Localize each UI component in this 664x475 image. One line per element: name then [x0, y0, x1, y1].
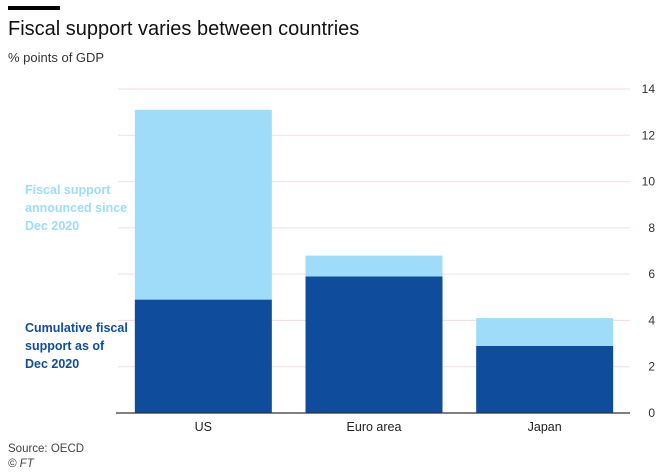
legend-label-cumulative: Cumulative fiscal support as of Dec 2020 [25, 321, 128, 371]
bar-announced [134, 109, 272, 300]
x-tick-label: Euro area [347, 420, 402, 434]
y-tick-label: 6 [648, 267, 655, 281]
y-tick-label: 10 [642, 175, 656, 189]
credit-note: © FT [8, 458, 34, 470]
y-tick-label: 0 [648, 406, 655, 420]
legend-label-announced: Fiscal support announced since Dec 2020 [25, 183, 128, 233]
x-tick-label: Japan [528, 420, 562, 434]
y-tick-label: 14 [642, 82, 656, 96]
top-rule [8, 6, 60, 10]
bar-chart: 0 2 4 6 8 10 12 14 US Euro area Japan [116, 82, 656, 434]
source-note: Source: OECD [8, 443, 85, 455]
x-tick-label: US [195, 420, 212, 434]
bar-announced [305, 255, 443, 277]
chart-subtitle: % points of GDP [8, 50, 105, 65]
y-tick-label: 4 [648, 313, 655, 327]
bar-cumulative [305, 276, 443, 413]
y-tick-label: 8 [648, 221, 655, 235]
bar-cumulative [476, 345, 614, 413]
bar-cumulative [134, 299, 272, 413]
bar-announced [476, 318, 614, 346]
chart-title: Fiscal support varies between countries [8, 18, 360, 40]
y-tick-label: 2 [648, 360, 655, 374]
y-tick-label: 12 [642, 128, 656, 142]
